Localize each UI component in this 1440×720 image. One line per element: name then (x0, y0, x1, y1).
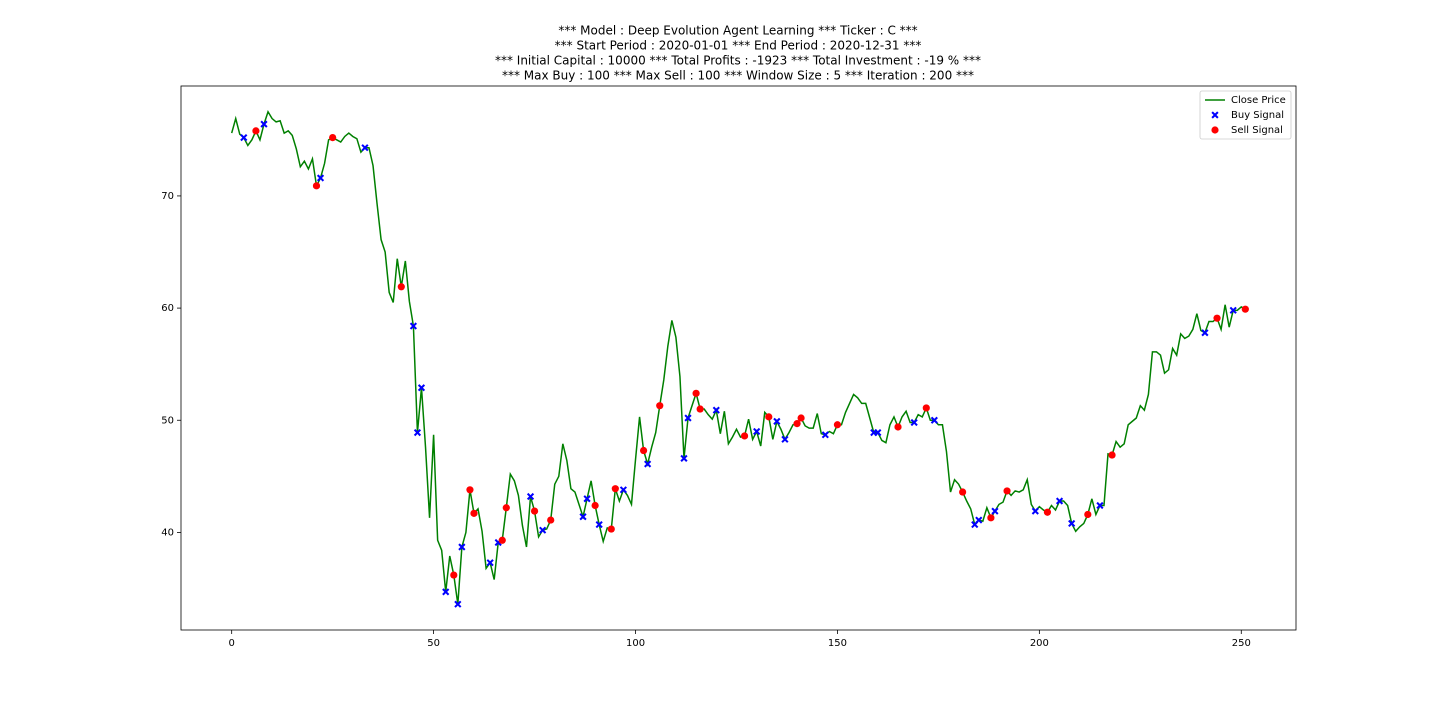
buy-marker (1201, 329, 1209, 337)
buy-marker (409, 322, 418, 330)
x-tick-label: 100 (626, 638, 645, 649)
buy-marker (1229, 306, 1237, 314)
buy-marker (991, 507, 999, 515)
buy-marker (316, 174, 325, 182)
sell-marker (833, 421, 842, 429)
buy-marker (874, 428, 882, 437)
legend-label: Buy Signal (1231, 110, 1284, 121)
sell-marker (1108, 451, 1116, 459)
buy-marker (712, 406, 720, 414)
buy-marker (539, 526, 547, 534)
x-tick-label: 0 (228, 638, 234, 649)
sell-marker (696, 405, 704, 413)
chart-title: *** Model : Deep Evolution Agent Learnin… (558, 24, 917, 38)
chart-title: *** Start Period : 2020-01-01 *** End Pe… (555, 39, 922, 53)
sell-marker (1003, 487, 1011, 495)
sell-marker (312, 182, 321, 190)
chart-title: *** Max Buy : 100 *** Max Sell : 100 ***… (502, 69, 974, 83)
sell-marker (1241, 305, 1249, 313)
buy-marker (417, 384, 426, 392)
legend-marker (1211, 126, 1219, 134)
buy-marker (781, 435, 789, 443)
buy-marker (260, 120, 268, 128)
sell-marker (797, 414, 805, 422)
buy-marker (1096, 501, 1104, 510)
sell-marker (740, 432, 749, 440)
sell-marker (959, 488, 967, 496)
sell-marker (498, 536, 506, 544)
buy-marker (773, 417, 781, 425)
y-tick-label: 50 (161, 415, 174, 426)
x-tick-label: 250 (1232, 638, 1251, 649)
buy-marker (930, 416, 938, 424)
buy-marker (1055, 497, 1064, 505)
sell-marker (793, 420, 801, 428)
buy-marker (526, 492, 535, 501)
sell-marker (466, 486, 474, 494)
buy-marker (361, 144, 369, 152)
buy-marker (619, 486, 628, 494)
buy-marker (1068, 519, 1076, 528)
plot-frame (180, 85, 1297, 631)
sell-marker (1084, 510, 1092, 519)
buy-marker (644, 460, 652, 468)
buy-marker (583, 495, 591, 503)
buy-marker (240, 133, 248, 142)
buy-marker (486, 559, 494, 567)
sell-marker (1213, 314, 1221, 322)
x-tick-label: 50 (427, 638, 440, 649)
sell-marker (252, 127, 260, 135)
buy-marker (442, 588, 450, 596)
buy-marker (458, 543, 466, 551)
buy-marker (579, 513, 587, 521)
legend-label: Sell Signal (1231, 125, 1283, 136)
x-tick-label: 200 (1030, 638, 1049, 649)
buy-marker (684, 414, 692, 422)
buy-marker (910, 418, 918, 427)
buy-marker (753, 427, 761, 436)
legend-marker (1211, 111, 1219, 119)
sell-marker (502, 504, 510, 512)
y-tick-label: 60 (161, 303, 174, 314)
sell-marker (692, 389, 700, 397)
sell-marker (611, 485, 619, 493)
sell-marker (530, 507, 539, 515)
sell-marker (765, 413, 773, 421)
legend-box (1199, 90, 1292, 140)
buy-marker (975, 516, 983, 524)
buy-marker (1031, 507, 1039, 515)
sell-marker (639, 446, 648, 455)
buy-marker (680, 454, 688, 462)
buy-marker (454, 600, 462, 608)
sell-marker (894, 423, 902, 431)
sell-marker (329, 133, 337, 142)
price-line (230, 110, 1246, 605)
sell-marker (397, 283, 405, 291)
buy-marker (595, 520, 603, 529)
sell-marker (607, 525, 615, 533)
sell-marker (656, 402, 664, 410)
sell-marker (450, 571, 458, 579)
sell-marker (922, 404, 930, 412)
sell-marker (591, 501, 599, 510)
y-tick-label: 70 (161, 191, 174, 202)
sell-marker (987, 514, 995, 522)
y-tick-label: 40 (161, 527, 174, 538)
sell-marker (547, 516, 555, 524)
buy-marker (413, 428, 422, 437)
sell-marker (1043, 508, 1052, 516)
chart-title: *** Initial Capital : 10000 *** Total Pr… (495, 54, 981, 68)
buy-marker (821, 431, 829, 439)
legend-label: Close Price (1231, 95, 1286, 106)
x-tick-label: 150 (828, 638, 847, 649)
sell-marker (470, 509, 478, 517)
